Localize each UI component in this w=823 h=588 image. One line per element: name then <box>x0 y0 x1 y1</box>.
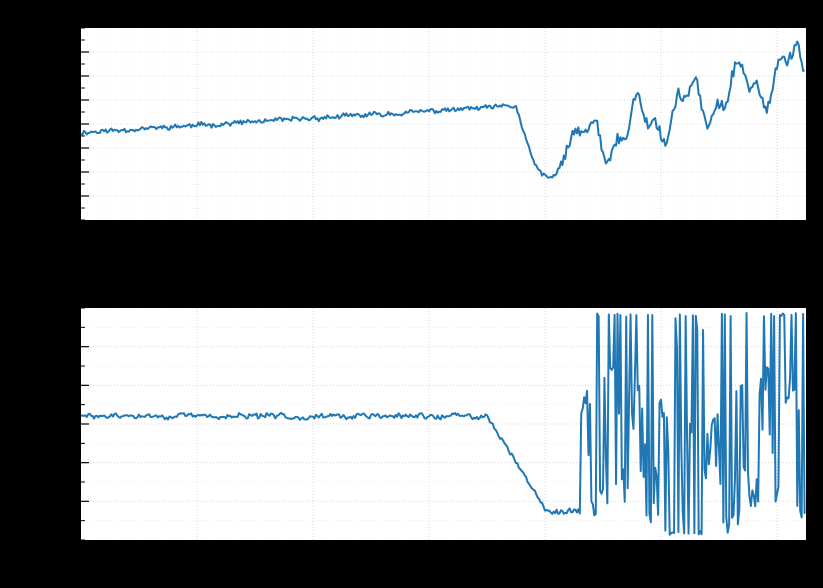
bottom-chart-panel <box>79 306 808 542</box>
chart-svg <box>81 308 806 540</box>
chart-svg <box>81 28 806 220</box>
series-line <box>81 42 805 178</box>
chart-container <box>0 0 823 588</box>
top-chart-panel <box>79 26 808 222</box>
